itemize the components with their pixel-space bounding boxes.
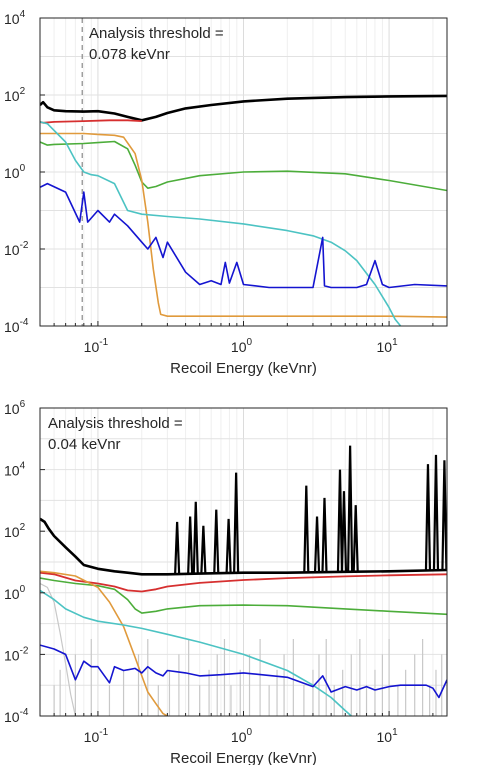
y-tick-base: 10 — [4, 401, 20, 417]
x-tick-exp: -1 — [99, 727, 108, 738]
y-tick-label: 10-2 — [4, 645, 29, 663]
black-spike-mark — [200, 525, 207, 574]
x-tick-base: 10 — [231, 729, 247, 745]
series-line-3 — [40, 570, 168, 716]
x-tick-label: 101 — [377, 337, 399, 355]
x-tick-exp: 0 — [247, 727, 253, 738]
black-spike-mark — [192, 501, 199, 574]
series-line-4 — [40, 589, 352, 716]
x-tick-label: 10-1 — [84, 727, 109, 745]
series-line-2 — [40, 140, 447, 192]
y-tick-exp: -4 — [20, 707, 29, 718]
black-spike-mark — [340, 491, 348, 572]
black-spike-mark — [441, 460, 447, 571]
y-tick-exp: 0 — [20, 163, 26, 174]
y-tick-exp: 0 — [20, 584, 26, 595]
y-tick-label: 104 — [4, 9, 26, 27]
plot-area — [40, 445, 447, 716]
y-tick-label: 106 — [4, 399, 26, 417]
y-tick-label: 100 — [4, 584, 26, 602]
y-tick-base: 10 — [4, 463, 20, 479]
x-tick-label: 10-1 — [84, 337, 109, 355]
black-spike-mark — [432, 454, 440, 571]
x-axis-label: Recoil Energy (keVnr) — [170, 360, 317, 377]
y-tick-label: 10-4 — [4, 707, 29, 725]
y-tick-exp: 4 — [20, 9, 26, 20]
black-spike-mark — [187, 516, 194, 574]
x-tick-base: 10 — [377, 729, 393, 745]
series-line-4 — [40, 121, 402, 326]
series-line-1 — [40, 571, 447, 593]
x-tick-label: 100 — [231, 337, 253, 355]
y-tick-exp: -2 — [20, 240, 29, 251]
black-spike-mark — [233, 472, 240, 573]
x-tick-base: 10 — [231, 339, 247, 355]
series-line-5 — [40, 644, 447, 699]
x-tick-base: 10 — [84, 339, 100, 355]
y-tick-base: 10 — [4, 524, 20, 540]
series-line-6 — [40, 517, 447, 576]
x-tick-base: 10 — [84, 729, 100, 745]
annotation-line-1: Analysis threshold = — [48, 415, 183, 432]
y-tick-base: 10 — [4, 242, 20, 258]
series-line-0 — [40, 582, 76, 716]
black-spike-mark — [352, 505, 359, 572]
black-spike-mark — [424, 464, 432, 571]
y-tick-label: 10-4 — [4, 317, 29, 335]
black-spike-mark — [225, 518, 232, 574]
black-spike-mark — [174, 521, 181, 575]
y-tick-label: 100 — [4, 163, 26, 181]
black-spike-mark — [303, 485, 310, 573]
y-tick-label: 102 — [4, 522, 26, 540]
y-tick-base: 10 — [4, 319, 20, 335]
y-tick-base: 10 — [4, 165, 20, 181]
series-line-3 — [40, 132, 447, 318]
y-tick-label: 102 — [4, 86, 26, 104]
x-tick-exp: 1 — [392, 337, 398, 348]
x-tick-base: 10 — [377, 339, 393, 355]
x-axis-label: Recoil Energy (keVnr) — [170, 750, 317, 765]
black-spike-mark — [313, 516, 321, 573]
annotation-line-2: 0.078 keVnr — [89, 46, 170, 63]
y-tick-exp: 4 — [20, 461, 26, 472]
y-tick-base: 10 — [4, 647, 20, 663]
x-tick-exp: 0 — [247, 337, 253, 348]
x-tick-exp: -1 — [99, 337, 108, 348]
series-line-2 — [40, 577, 447, 616]
black-spike-mark — [321, 497, 328, 573]
annotation-line-2: 0.04 keVnr — [48, 436, 121, 453]
black-spike-mark — [336, 469, 344, 572]
y-tick-base: 10 — [4, 11, 20, 27]
x-tick-exp: 1 — [392, 727, 398, 738]
x-tick-label: 100 — [231, 727, 253, 745]
black-spike-mark — [213, 509, 220, 574]
y-tick-base: 10 — [4, 88, 20, 104]
black-spike-mark — [347, 445, 354, 572]
y-tick-exp: -4 — [20, 317, 29, 328]
y-tick-base: 10 — [4, 709, 20, 725]
y-tick-label: 10-2 — [4, 240, 29, 258]
x-tick-label: 101 — [377, 727, 399, 745]
plot-area — [40, 94, 447, 326]
y-tick-exp: 2 — [20, 522, 26, 533]
annotation-line-1: Analysis threshold = — [89, 25, 224, 42]
y-tick-exp: 6 — [20, 399, 26, 410]
series-line-5 — [40, 182, 447, 289]
y-tick-label: 104 — [4, 461, 26, 479]
y-tick-exp: -2 — [20, 645, 29, 656]
y-tick-base: 10 — [4, 586, 20, 602]
y-tick-exp: 2 — [20, 86, 26, 97]
